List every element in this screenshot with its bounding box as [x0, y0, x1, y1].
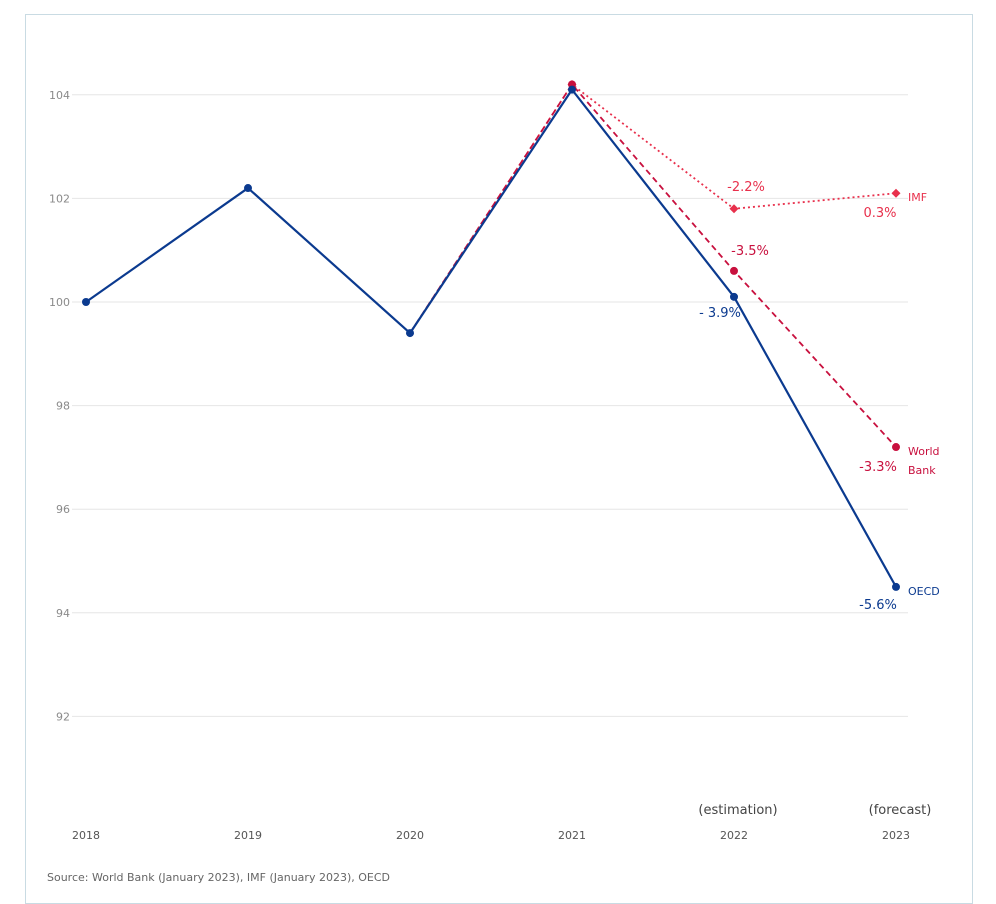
x-tick-note: (forecast): [869, 803, 932, 818]
data-point: [892, 443, 900, 452]
y-tick-label: 98: [56, 400, 70, 413]
y-tick-label: 104: [49, 89, 70, 102]
y-tick-label: 102: [49, 192, 70, 205]
data-label: 0.3%: [863, 206, 896, 221]
x-tick-label: 2023: [882, 829, 910, 842]
data-point: [406, 329, 414, 338]
data-label: -5.6%: [859, 598, 897, 613]
data-point: [891, 188, 901, 198]
series-line-oecd: [85, 88, 897, 588]
series-name-label: IMF: [908, 191, 927, 204]
series-name-label: OECD: [908, 585, 940, 598]
series-line-imf: [409, 83, 897, 334]
data-point: [244, 184, 252, 193]
x-tick-label: 2018: [72, 829, 100, 842]
data-point: [729, 204, 739, 214]
y-tick-label: 100: [49, 296, 70, 309]
data-label: -2.2%: [727, 180, 765, 195]
data-point: [730, 292, 738, 301]
series-line-world-bank: [409, 83, 897, 448]
x-axis-ticks: 2018 2019 2020 2021 2022 (estimation) 2023 (for…: [72, 803, 931, 842]
data-point: [892, 582, 900, 591]
x-tick-label: 2020: [396, 829, 424, 842]
grid-lines: [72, 94, 908, 717]
series-labels: - 3.9% -5.6% OECD -3.5% -3.3% World Bank -2.2% 0…: [699, 180, 940, 613]
y-tick-label: 92: [56, 710, 70, 723]
series-lines: [82, 79, 901, 591]
y-tick-label: 94: [56, 607, 70, 620]
data-point: [82, 298, 90, 306]
data-label: - 3.9%: [699, 306, 741, 321]
y-tick-label: 96: [56, 503, 70, 516]
data-label: -3.3%: [859, 460, 897, 475]
data-label: -3.5%: [731, 244, 769, 259]
source-note: Source: World Bank (January 2023), IMF (…: [47, 871, 390, 884]
x-tick-label: 2019: [234, 829, 262, 842]
data-point: [568, 85, 576, 94]
x-tick-note: (estimation): [698, 803, 777, 818]
x-tick-label: 2021: [558, 829, 586, 842]
series-name-label: World Bank: [908, 445, 940, 477]
y-axis-ticks: 92 94 96 98 100 102 104: [49, 89, 70, 724]
x-tick-label: 2022: [720, 829, 748, 842]
data-point: [730, 266, 738, 275]
